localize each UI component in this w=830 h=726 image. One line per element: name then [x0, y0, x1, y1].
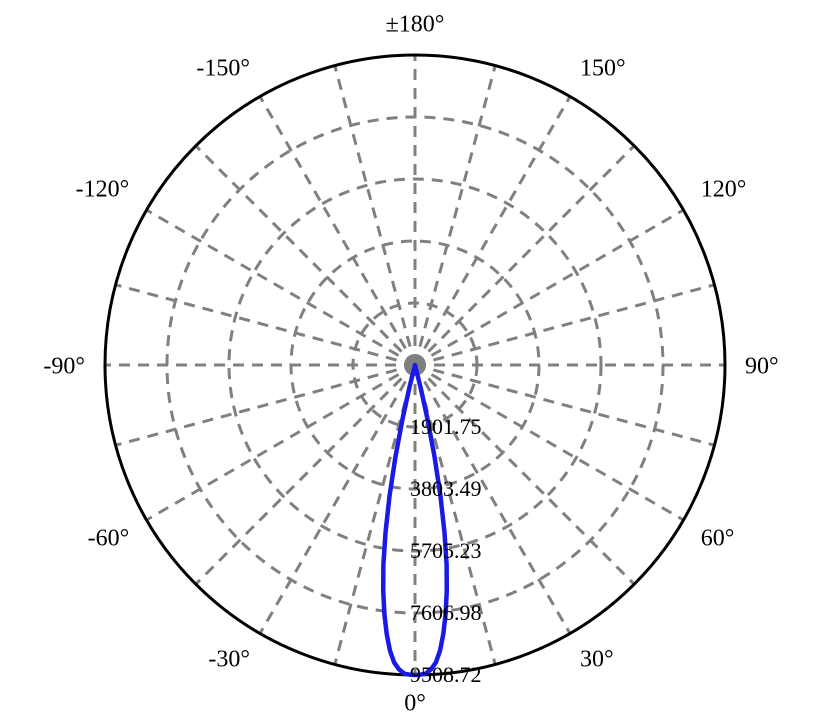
angle-tick-label: 120° [701, 176, 747, 202]
angle-tick-label: 150° [580, 56, 626, 82]
angle-tick-label: -90° [43, 353, 85, 379]
angle-tick-label: ±180° [386, 11, 445, 37]
polar-svg: 1901.75 3803.49 5705.23 7606.98 9508.72 -150°… [0, 0, 830, 726]
radial-tick-label: 7606.98 [410, 600, 482, 625]
radial-tick-label: 3803.49 [410, 476, 482, 501]
radial-tick-label: 5705.23 [410, 538, 482, 563]
angle-tick-label: 0° [404, 691, 426, 717]
angle-tick-label: -120° [76, 176, 130, 202]
angle-tick-label: -30° [208, 646, 250, 672]
angle-tick-label: 90° [745, 353, 779, 379]
radial-tick-label: 9508.72 [410, 662, 482, 687]
angle-tick-label: 30° [580, 646, 614, 672]
radial-tick-label: 1901.75 [410, 414, 482, 439]
angle-tick-label: 60° [701, 526, 735, 552]
angle-tick-label: -150° [196, 56, 250, 82]
polar-chart: 1901.75 3803.49 5705.23 7606.98 9508.72 -150°… [0, 0, 830, 726]
angle-tick-label: -60° [88, 526, 130, 552]
